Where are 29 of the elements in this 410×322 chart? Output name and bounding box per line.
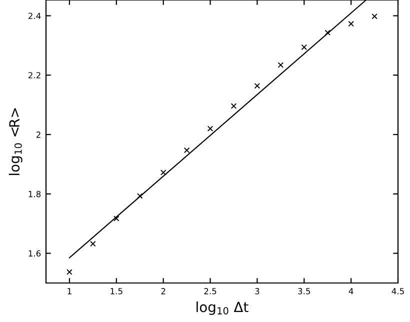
x-tick-label: 3 <box>255 288 260 294</box>
x-tick-label: 2 <box>161 288 166 294</box>
y-tick-label: 1.6 <box>28 250 41 257</box>
point <box>114 216 120 222</box>
point <box>207 126 214 132</box>
x-axis-title: log$_{10}$ Δt <box>196 301 248 315</box>
point <box>160 170 166 176</box>
point <box>301 44 308 50</box>
point <box>348 20 354 27</box>
point <box>278 62 284 68</box>
y-tick-label: 2.2 <box>28 72 40 78</box>
point <box>324 30 330 36</box>
y-tick-label: 1.8 <box>28 190 41 198</box>
point <box>372 13 378 20</box>
point <box>66 269 72 275</box>
point <box>230 103 237 109</box>
y-axis-title: log$_{10}$ <R> <box>8 108 22 175</box>
y-tick-label: 2.4 <box>28 12 41 19</box>
x-tick-label: 1.5 <box>110 288 122 294</box>
x-tick-label: 2.5 <box>204 288 216 294</box>
x-tick-label: 4 <box>348 288 354 294</box>
x-tick-label: 4.5 <box>392 288 404 294</box>
x-tick-label: 1 <box>68 288 72 294</box>
point <box>184 147 190 154</box>
point <box>136 193 143 199</box>
point <box>254 82 260 89</box>
x-tick-label: 3.5 <box>298 288 310 294</box>
y-tick-label: 2 <box>36 132 40 138</box>
point <box>90 240 96 247</box>
